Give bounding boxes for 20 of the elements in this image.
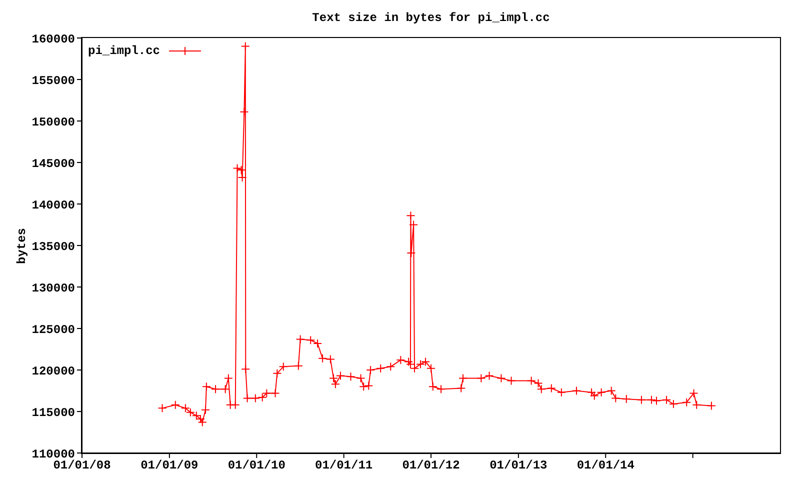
- x-tick-label: 01/01/10: [228, 458, 286, 473]
- legend-label: pi_impl.cc: [88, 44, 160, 58]
- y-tick-label: 155000: [32, 74, 75, 88]
- x-tick-label: 01/01/14: [576, 458, 634, 473]
- x-tick-label: 01/01/12: [402, 458, 460, 473]
- y-tick-label: 125000: [32, 322, 75, 337]
- x-tick-label: 01/01/11: [315, 458, 373, 473]
- x-tick-label: 01/01/13: [490, 458, 548, 473]
- y-axis-title: bytes: [15, 227, 30, 264]
- y-tick-label: 140000: [32, 198, 75, 212]
- y-tick-label: 150000: [32, 115, 75, 130]
- y-tick-label: 135000: [32, 240, 75, 254]
- y-tick-label: 120000: [32, 364, 75, 378]
- y-tick-label: 160000: [32, 32, 75, 46]
- chart-title: Text size in bytes for pi_impl.cc: [311, 11, 551, 25]
- y-tick-label: 130000: [32, 281, 75, 296]
- y-tick-label: 145000: [32, 156, 75, 171]
- x-tick-label: 01/01/08: [53, 458, 111, 473]
- x-tick-label: 01/01/09: [140, 458, 198, 473]
- y-tick-label: 115000: [32, 406, 75, 420]
